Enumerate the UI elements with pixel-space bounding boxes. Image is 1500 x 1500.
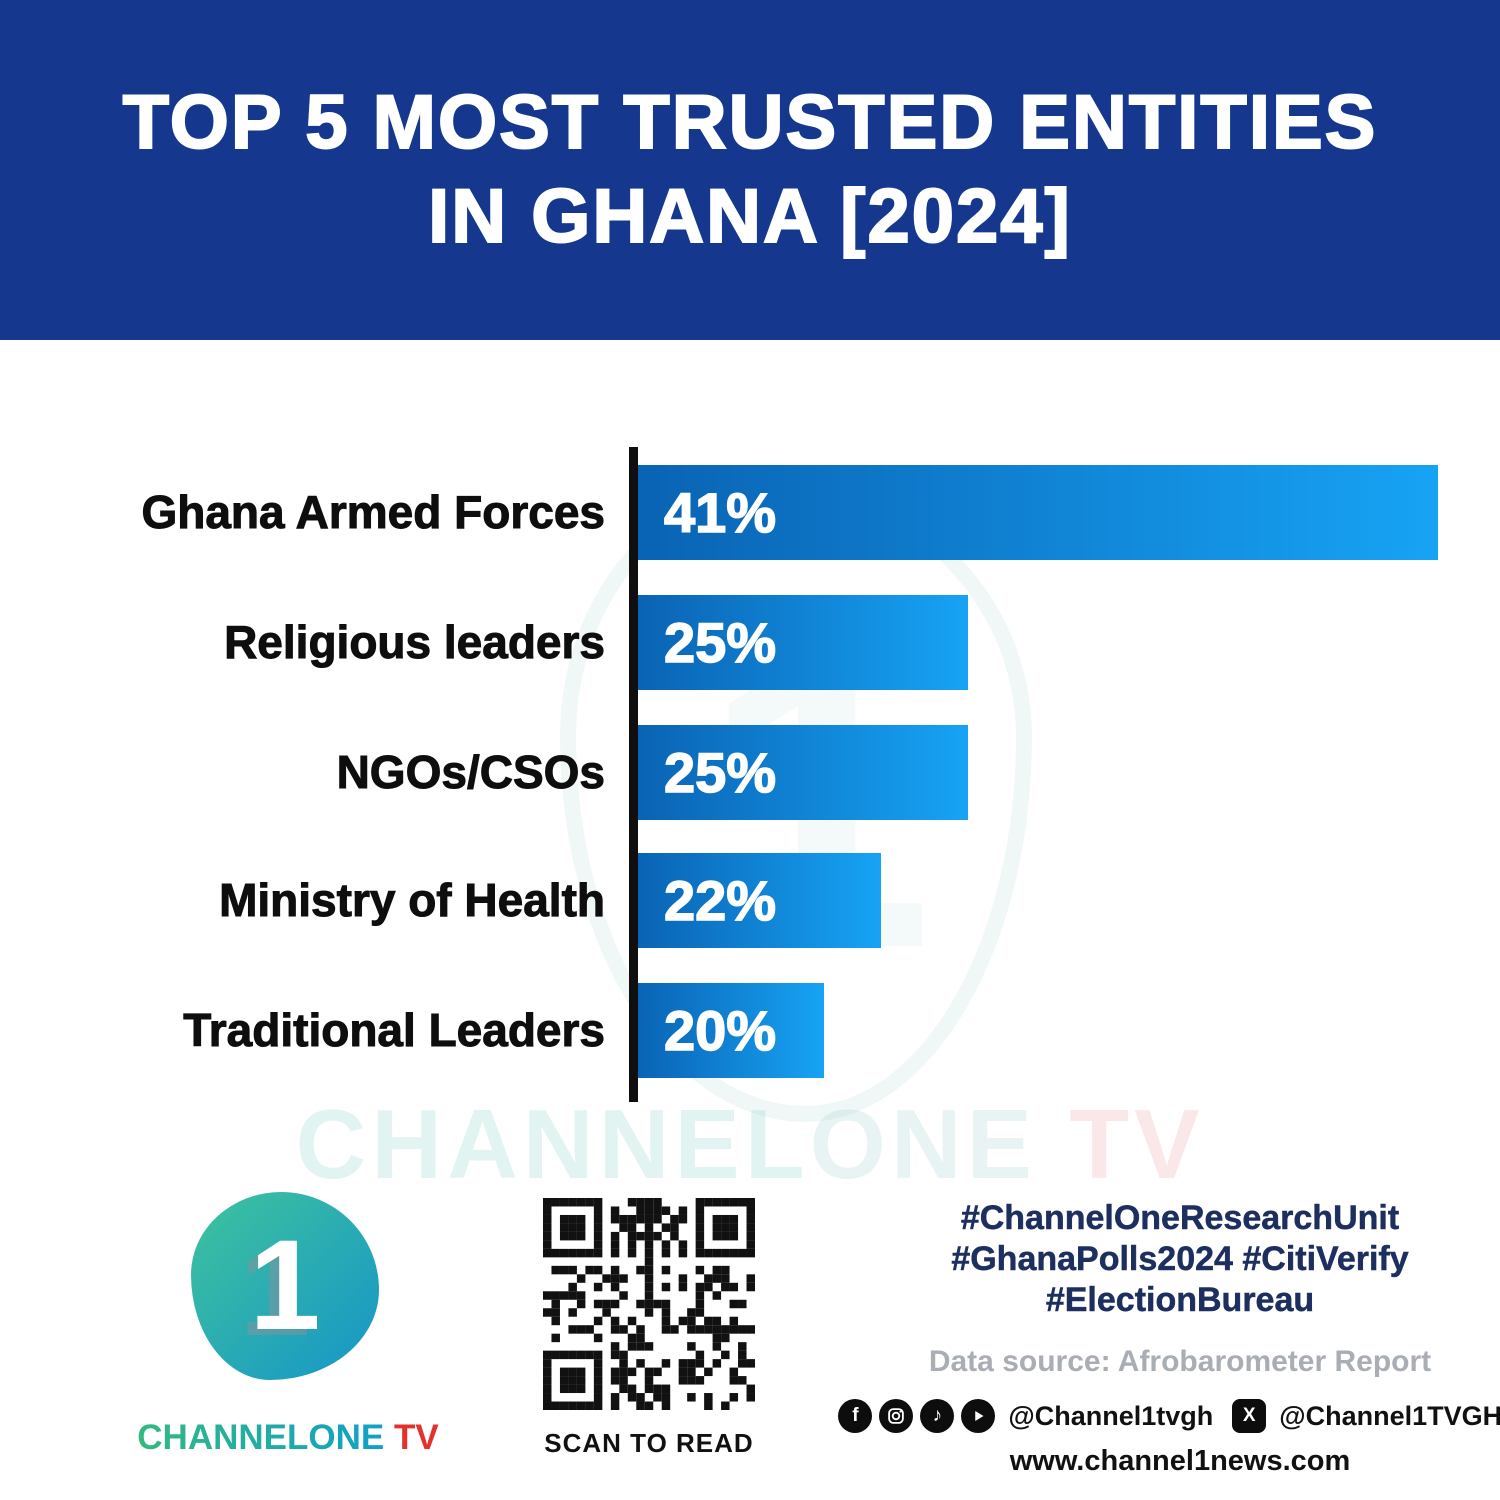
qr-block: SCAN TO READ (543, 1198, 755, 1459)
page-title-line1: TOP 5 MOST TRUSTED ENTITIES (122, 79, 1378, 166)
chart-axis-line (629, 447, 638, 1102)
page-title-line2: IN GHANA [2024] (427, 173, 1072, 260)
logo-blob: 1 (191, 1192, 379, 1380)
bar-row: Traditional Leaders 20% (0, 983, 1500, 1078)
bar: 22% (638, 853, 881, 948)
bar-category-label: Ghana Armed Forces (141, 486, 606, 539)
hashtag-line-3: #ElectionBureau (1045, 1281, 1315, 1320)
website-url: www.channel1news.com (1009, 1445, 1351, 1477)
bar-category-label: Traditional Leaders (183, 1004, 606, 1057)
bar: 20% (638, 983, 824, 1078)
social-handle-2: @Channel1TVGHA (1279, 1400, 1500, 1431)
tiktok-icon: ♪ (920, 1399, 955, 1433)
instagram-icon (879, 1399, 914, 1433)
footer-right-column: #ChannelOneResearchUnit #GhanaPolls2024 … (838, 1198, 1500, 1478)
brand-tv: TV (393, 1418, 439, 1457)
bar-category-label: NGOs/CSOs (336, 746, 605, 799)
social-row: f ♪ @Channel1tvgh X @Channel1TVGHA (838, 1399, 1500, 1433)
qr-code-svg (543, 1198, 755, 1410)
bar-category-label: Ministry of Health (219, 874, 606, 927)
channel-one-watermark: CHANNELONE TV (295, 1089, 1205, 1199)
brand-channelone: CHANNELONE (137, 1418, 385, 1457)
header-banner: TOP 5 MOST TRUSTED ENTITIES IN GHANA [20… (0, 0, 1500, 340)
bar-row: Ministry of Health 22% (0, 853, 1500, 948)
qr-code (543, 1198, 755, 1410)
bar-value-label: 25% (663, 610, 777, 675)
bar-value-label: 22% (663, 868, 777, 933)
bar-row: NGOs/CSOs 25% (0, 725, 1500, 820)
bar-category-label: Religious leaders (224, 616, 606, 669)
bar-value-label: 25% (663, 740, 777, 805)
qr-caption: SCAN TO READ (544, 1428, 754, 1458)
facebook-icon: f (838, 1399, 873, 1433)
channel-one-logo: 1 (175, 1192, 395, 1380)
data-source-text: Data source: Afrobarometer Report (928, 1345, 1432, 1378)
bar-value-label: 41% (663, 480, 777, 545)
bar: 25% (638, 595, 968, 690)
bar-value-label: 20% (663, 998, 777, 1063)
youtube-icon (961, 1399, 996, 1433)
bar: 41% (638, 465, 1438, 560)
brand-wordmark: CHANNELONE TV (118, 1418, 458, 1458)
bar-row: Religious leaders 25% (0, 595, 1500, 690)
social-handle-1: @Channel1tvgh (1008, 1400, 1214, 1431)
hashtag-line-2: #GhanaPolls2024 #CitiVerify (951, 1240, 1409, 1279)
x-icon: X (1232, 1399, 1267, 1433)
bar-row: Ghana Armed Forces 41% (0, 465, 1500, 560)
hashtag-line-1: #ChannelOneResearchUnit (960, 1199, 1400, 1238)
bar: 25% (638, 725, 968, 820)
logo-numeral: 1 (249, 1214, 321, 1357)
